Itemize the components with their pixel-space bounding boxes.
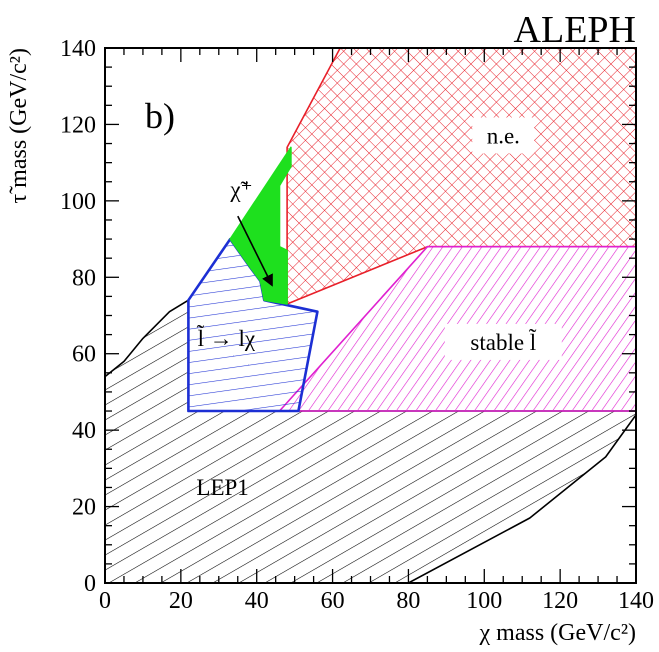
region-label-chargino: χ̃⁺ (229, 177, 252, 202)
y-tick-label: 60 (72, 342, 96, 368)
y-tick-label: 120 (60, 112, 96, 138)
region-label-slepton-decay: l̃ → lχ (197, 324, 256, 351)
region-outline-lep1 (105, 299, 636, 583)
x-tick-label: 20 (169, 588, 193, 614)
y-axis-title: τ̃ mass (GeV/c²) (6, 48, 32, 203)
region-label-stable: stable l̃ (470, 327, 536, 354)
region-hatch-ne (287, 48, 636, 304)
region-label-lep1: LEP1 (196, 475, 248, 500)
x-tick-label: 140 (618, 588, 654, 614)
x-tick-label: 60 (321, 588, 345, 614)
axis-ticks: 0 20 40 60 80 100 120 140 0 20 40 60 80 100 120 140 (60, 36, 654, 614)
x-tick-label: 0 (99, 588, 111, 614)
y-tick-label: 80 (72, 265, 96, 291)
x-tick-label: 40 (245, 588, 269, 614)
y-tick-label: 20 (72, 495, 96, 521)
x-axis-title: χ mass (GeV/c²) (479, 620, 636, 646)
region-fill-chargino (230, 147, 291, 304)
region-outline-stable (278, 245, 636, 412)
region-hatch-slepton_decay (188, 239, 318, 411)
x-tick-label: 100 (466, 588, 502, 614)
y-tick-label: 140 (60, 36, 96, 62)
region-label-bg-ne (472, 117, 535, 154)
y-tick-label: 100 (60, 189, 96, 215)
x-tick-label: 120 (542, 588, 578, 614)
chargino-arrow (237, 215, 273, 287)
region-hatch-lep1 (105, 300, 636, 583)
regions-layer (105, 48, 636, 583)
x-tick-label: 80 (396, 588, 420, 614)
region-label-ne: n.e. (487, 124, 520, 149)
panel-label: b) (145, 96, 175, 136)
y-tick-label: 40 (72, 418, 96, 444)
region-label-bg-stable (444, 323, 562, 360)
experiment-label: ALEPH (514, 9, 636, 51)
region-outline-chargino (229, 146, 292, 305)
y-tick-label: 0 (84, 571, 96, 597)
